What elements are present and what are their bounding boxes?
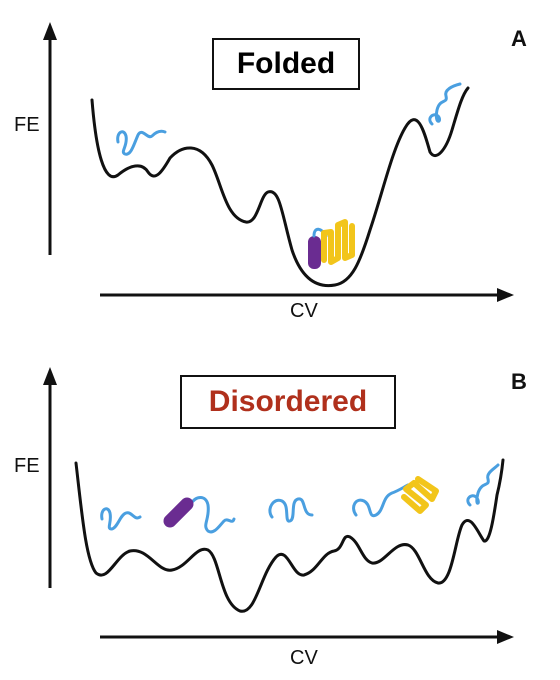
unfolded-chain-5 xyxy=(466,463,500,507)
x-axis-arrowhead xyxy=(497,288,514,302)
unfolded-chain-3 xyxy=(268,497,314,523)
panel-b: B Disordered FE CV xyxy=(0,345,560,680)
panel-title: Disordered xyxy=(180,375,396,429)
panel-a-diagram xyxy=(43,22,514,302)
helix-cylinder xyxy=(308,236,321,269)
y-axis-arrowhead xyxy=(43,367,57,385)
panel-title: Folded xyxy=(212,38,360,90)
beta-sheet xyxy=(321,219,355,265)
helix-cylinder xyxy=(163,497,194,528)
free-energy-curve xyxy=(74,458,505,613)
panel-a: A Folded FE CV xyxy=(0,0,560,330)
x-axis-label: CV xyxy=(290,300,318,322)
x-axis-arrowhead xyxy=(497,630,514,644)
unfolded-chain-2 xyxy=(188,496,236,534)
y-axis-label: FE xyxy=(14,455,40,477)
unfolded-chain-left xyxy=(116,129,167,156)
x-axis-label: CV xyxy=(290,647,318,669)
unfolded-chain-4 xyxy=(352,483,410,518)
panel-b-diagram xyxy=(43,367,514,644)
panel-letter: B xyxy=(511,369,527,394)
free-energy-curve xyxy=(90,86,470,288)
panel-letter: A xyxy=(511,26,527,51)
beta-sheet xyxy=(401,476,439,514)
y-axis-label: FE xyxy=(14,114,40,136)
y-axis-arrowhead xyxy=(43,22,57,40)
unfolded-chain-right xyxy=(428,82,462,126)
unfolded-chain-1 xyxy=(100,507,142,531)
